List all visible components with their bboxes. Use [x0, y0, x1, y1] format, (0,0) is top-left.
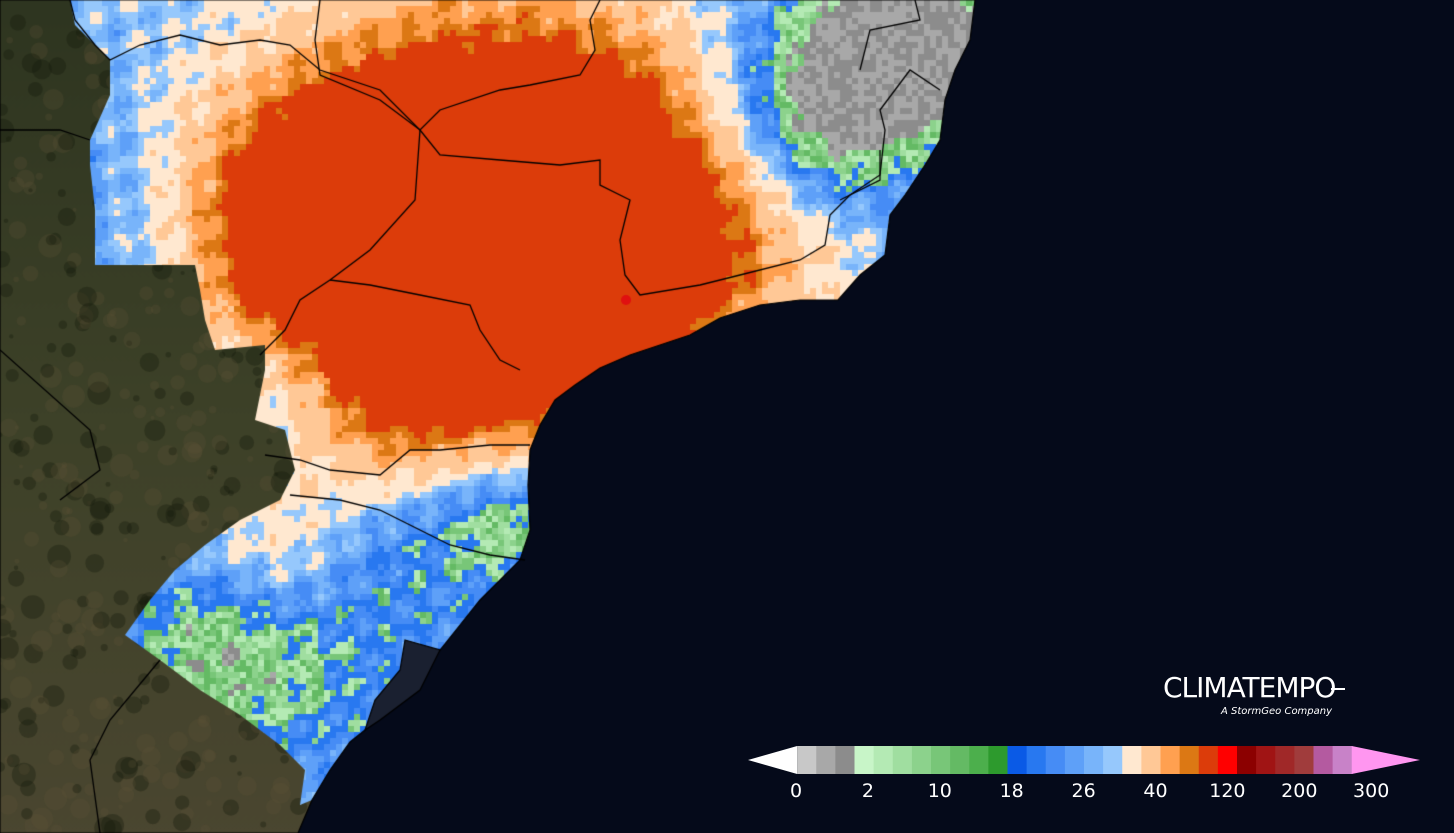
colorbar-swatch [892, 746, 913, 774]
colorbar-swatch [969, 746, 989, 774]
colorbar-tick-label: 120 [1209, 780, 1246, 802]
colorbar-swatch [835, 746, 856, 774]
colorbar-swatch [1084, 746, 1104, 774]
colorbar-swatch [1026, 746, 1047, 774]
colorbar-swatch [1198, 746, 1219, 774]
colorbar-swatch [988, 746, 1009, 774]
colorbar-swatch [950, 746, 970, 774]
brand-tagline: A StormGeo Company [1221, 706, 1333, 717]
colorbar-swatch [1179, 746, 1200, 774]
colorbar-swatch [1064, 746, 1085, 774]
colorbar-swatch [1332, 746, 1353, 774]
colorbar-swatch [1294, 746, 1315, 774]
precipitation-colorbar [748, 746, 1420, 774]
colorbar-tick-label: 0 [789, 780, 803, 802]
brand-name: CLIMATEMPO [1163, 671, 1336, 704]
colorbar-tick-label: 10 [927, 780, 952, 802]
colorbar-arrow-left [748, 746, 798, 774]
colorbar-swatch [797, 746, 817, 774]
colorbar-swatch [1256, 746, 1276, 774]
colorbar-swatch [1275, 746, 1295, 774]
colorbar-swatch [931, 746, 951, 774]
colorbar-tick-label: 2 [861, 780, 874, 802]
colorbar-swatch [1122, 746, 1142, 774]
colorbar-swatch [873, 746, 894, 774]
colorbar-swatch [1237, 746, 1257, 774]
colorbar-tick-label: 18 [999, 780, 1024, 802]
colorbar-swatch [1141, 746, 1162, 774]
colorbar-swatch [854, 746, 875, 774]
colorbar-tick-label: 200 [1281, 780, 1318, 802]
colorbar-swatch [1217, 746, 1238, 774]
colorbar-swatch [1103, 746, 1123, 774]
colorbar-tick-label: 26 [1071, 780, 1096, 802]
colorbar-swatch [911, 746, 932, 774]
colorbar-swatch [1313, 746, 1334, 774]
colorbar-arrow-right [1351, 746, 1420, 774]
colorbar-swatch [1045, 746, 1066, 774]
colorbar-swatch [1007, 746, 1028, 774]
climatempo-logo: CLIMATEMPO A StormGeo Company [1163, 672, 1363, 717]
colorbar-swatch [816, 746, 836, 774]
colorbar-tick-label: 300 [1353, 780, 1390, 802]
colorbar-swatch [1160, 746, 1181, 774]
colorbar-tick-label: 40 [1143, 780, 1168, 802]
